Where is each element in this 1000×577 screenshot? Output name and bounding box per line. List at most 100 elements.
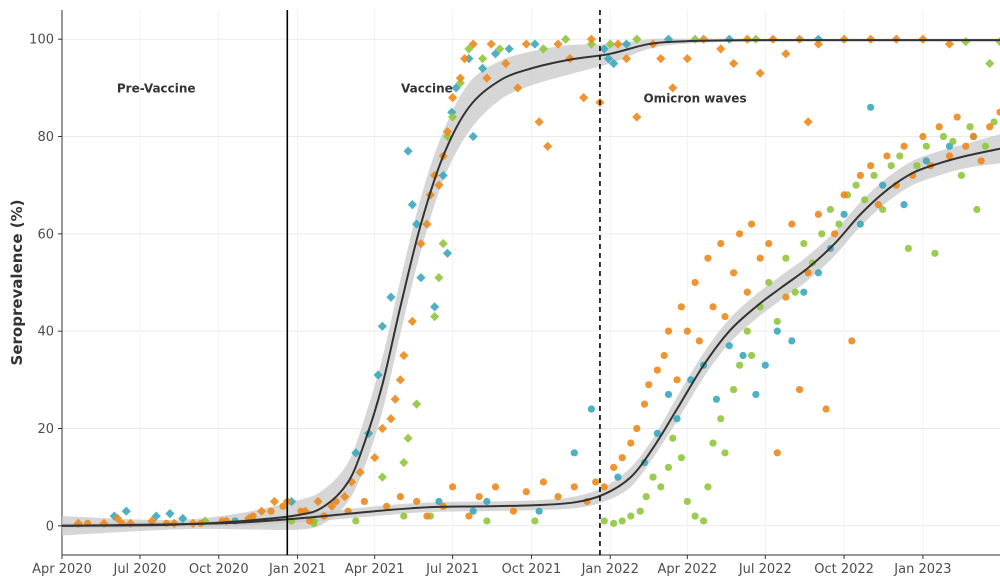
circle-point-teal [879, 181, 887, 189]
circle-point-green [861, 196, 869, 204]
circle-point-green [729, 385, 738, 394]
circle-point-orange [900, 142, 908, 150]
circle-point-teal [535, 507, 543, 515]
circle-point-teal [900, 201, 908, 209]
circle-point-orange [396, 493, 404, 501]
circle-point-teal [739, 351, 747, 360]
tick-labels: 0 20 40 60 80 100 Apr 2020 Jul 2020 Oct 2020 Jan … [29, 33, 951, 577]
confidence-bands [62, 38, 1000, 536]
diamond-point-orange [416, 238, 426, 249]
circle-point-orange [673, 376, 681, 384]
diamond-point-teal [109, 511, 119, 521]
circle-point-orange [953, 113, 961, 121]
confidence-band-2 [62, 134, 1000, 529]
circle-point-orange [554, 493, 562, 501]
circle-point-green [683, 497, 691, 506]
diamond-point-teal [599, 44, 609, 54]
diamond-point-green [455, 78, 465, 88]
diamond-point-teal [438, 170, 448, 181]
trend-curve-1 [61, 39, 1000, 527]
diamond-point-green [751, 34, 761, 44]
circle-point-orange [945, 152, 954, 160]
diamond-point-teal [724, 34, 734, 44]
circle-point-green [966, 123, 974, 131]
diamond-point-orange [944, 39, 955, 49]
diamond-point-green [985, 58, 995, 69]
diamond-point-orange [482, 73, 492, 83]
circle-point-green [791, 288, 799, 296]
circle-point-orange [848, 337, 856, 345]
circle-point-green [657, 483, 665, 491]
circle-point-orange [709, 303, 717, 311]
circle-point-green [531, 517, 539, 525]
circle-point-teal [653, 429, 661, 437]
diamond-point-teal [442, 248, 453, 258]
circle-point-green [677, 454, 685, 462]
diamond-point-orange [501, 58, 511, 69]
circle-point-orange [640, 400, 649, 408]
circle-point-orange [704, 254, 712, 262]
circle-point-orange [782, 293, 790, 301]
diamond-point-orange [803, 117, 813, 127]
circle-point-green [949, 137, 957, 145]
diamond-point-orange [407, 316, 417, 327]
circle-point-orange [883, 152, 891, 160]
circle-point-orange [449, 483, 457, 491]
circle-point-teal [867, 103, 875, 111]
diamond-point-teal [490, 49, 501, 59]
diamond-point-teal [609, 58, 619, 69]
circle-point-green [610, 519, 618, 527]
diamond-point-teal [416, 273, 426, 283]
circle-point-green [896, 152, 904, 160]
circle-point-orange [465, 512, 473, 520]
diamond-point-teal [178, 513, 188, 524]
diamond-point-orange [300, 506, 310, 516]
circle-point-teal [814, 269, 822, 277]
diamond-point-green [478, 54, 488, 64]
diamond-point-orange [313, 496, 323, 507]
y-tick-label: 20 [37, 422, 54, 437]
diamond-point-orange [422, 219, 432, 229]
x-tick-label: Jan 2023 [893, 562, 951, 577]
phase-label-vaccine: Vaccine [401, 82, 453, 96]
circle-point-green [627, 512, 635, 520]
circle-point-teal [614, 473, 622, 481]
circle-point-green [735, 361, 744, 369]
circle-point-orange [840, 191, 848, 199]
x-tick-label: Jan 2021 [268, 562, 326, 577]
diamond-point-orange [656, 54, 666, 64]
circle-point-orange [814, 210, 822, 218]
circle-point-green [800, 239, 808, 248]
circle-point-orange [677, 303, 685, 311]
diamond-point-orange [434, 180, 444, 190]
circle-point-orange [831, 230, 839, 238]
circle-point-green [649, 473, 657, 481]
circle-point-orange [305, 517, 314, 525]
diamond-point-orange [579, 92, 589, 103]
gridlines [61, 10, 1000, 555]
circle-point-teal [752, 390, 760, 399]
circle-point-orange [735, 230, 744, 238]
circle-point-green [618, 517, 626, 525]
phase-label-pre-vaccine: Pre-Vaccine [117, 82, 196, 96]
circle-point-green [879, 205, 887, 214]
diamond-point-orange [256, 506, 267, 516]
circle-point-orange [522, 488, 530, 496]
circle-point-green [773, 317, 781, 326]
circle-point-green [642, 493, 650, 501]
diamond-point-green [586, 39, 596, 49]
diamond-point-orange [113, 513, 123, 524]
circle-point-orange [969, 132, 978, 141]
circle-point-orange [743, 288, 751, 296]
circle-point-teal [469, 507, 477, 515]
diamond-point-green [495, 44, 505, 54]
diamond-point-orange [390, 394, 400, 404]
circle-point-orange [267, 507, 275, 515]
circle-point-orange [683, 327, 691, 335]
diamond-point-green [430, 311, 440, 322]
circle-point-teal [664, 390, 673, 399]
diamond-point-orange [682, 54, 692, 64]
diamond-point-orange [147, 516, 157, 526]
diamond-point-orange [586, 34, 596, 44]
